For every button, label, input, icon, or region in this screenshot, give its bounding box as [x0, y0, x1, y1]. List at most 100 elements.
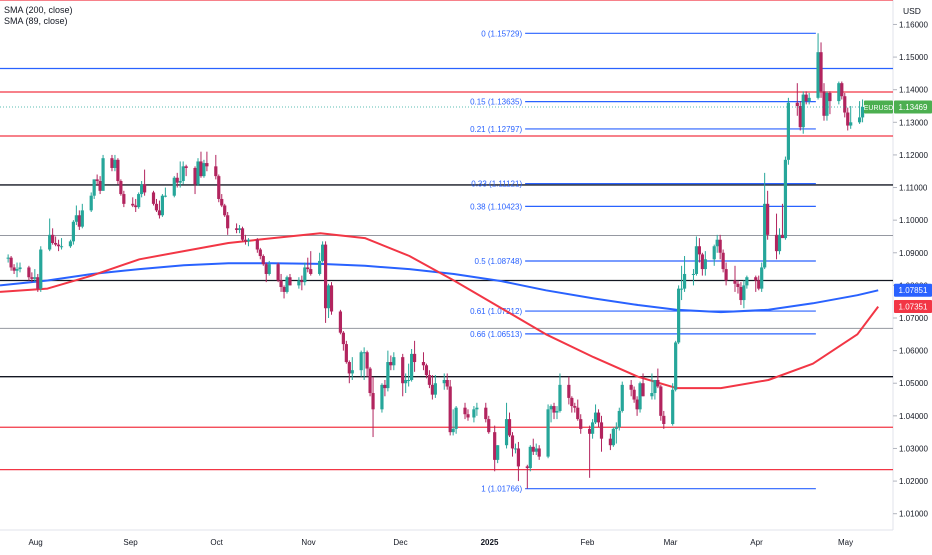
candle[interactable] — [712, 244, 716, 266]
candle[interactable] — [95, 174, 99, 186]
candle[interactable] — [267, 260, 271, 276]
candle[interactable] — [140, 181, 144, 198]
candle[interactable] — [365, 350, 369, 377]
candle[interactable] — [860, 99, 865, 123]
candle[interactable] — [143, 169, 147, 196]
candle[interactable] — [240, 226, 245, 242]
candle[interactable] — [341, 331, 345, 351]
currency-label[interactable]: USD — [903, 6, 921, 16]
candle[interactable] — [659, 384, 663, 421]
candle[interactable] — [549, 404, 553, 423]
candle[interactable] — [786, 97, 790, 165]
candle[interactable] — [816, 33, 820, 100]
candle[interactable] — [410, 348, 414, 382]
candle[interactable] — [113, 154, 117, 172]
candle[interactable] — [131, 197, 135, 208]
candle[interactable] — [321, 241, 325, 263]
candle[interactable] — [421, 352, 426, 371]
candle[interactable] — [736, 280, 740, 294]
candle[interactable] — [608, 433, 612, 451]
candle[interactable] — [309, 251, 313, 276]
candle[interactable] — [323, 241, 328, 323]
candle[interactable] — [56, 239, 61, 252]
candle[interactable] — [217, 174, 221, 203]
candle[interactable] — [638, 381, 642, 413]
candle[interactable] — [745, 275, 749, 289]
candle[interactable] — [214, 154, 218, 180]
candle[interactable] — [653, 379, 657, 400]
candle[interactable] — [36, 273, 40, 292]
candle[interactable] — [641, 373, 645, 397]
candle[interactable] — [380, 383, 384, 413]
candle[interactable] — [172, 176, 176, 198]
candle[interactable] — [629, 379, 633, 397]
candle[interactable] — [80, 203, 84, 229]
candle[interactable] — [59, 238, 64, 250]
candle[interactable] — [92, 179, 96, 199]
candle[interactable] — [181, 161, 185, 185]
candle[interactable] — [857, 101, 862, 124]
candle[interactable] — [116, 158, 120, 185]
candle[interactable] — [101, 154, 105, 191]
candle[interactable] — [825, 91, 829, 121]
candle[interactable] — [849, 106, 853, 129]
candle[interactable] — [552, 402, 556, 420]
candle[interactable] — [677, 285, 681, 345]
candle[interactable] — [137, 192, 141, 209]
candle[interactable] — [297, 277, 301, 289]
candle[interactable] — [68, 239, 73, 248]
candle[interactable] — [617, 407, 621, 431]
candle[interactable] — [656, 368, 660, 389]
candle[interactable] — [347, 360, 351, 384]
candle[interactable] — [555, 406, 559, 420]
candle[interactable] — [264, 262, 268, 283]
candle[interactable] — [599, 415, 604, 452]
candle[interactable] — [442, 373, 446, 390]
candle[interactable] — [783, 156, 788, 240]
candle[interactable] — [392, 352, 396, 371]
candle[interactable] — [279, 273, 283, 292]
candle[interactable] — [220, 194, 224, 208]
candle[interactable] — [368, 366, 372, 397]
candle[interactable] — [493, 425, 497, 472]
candle[interactable] — [424, 363, 429, 379]
candle[interactable] — [694, 236, 699, 276]
candle[interactable] — [484, 402, 488, 423]
candle[interactable] — [715, 234, 719, 253]
candle[interactable] — [202, 159, 206, 178]
candle[interactable] — [27, 265, 31, 281]
candle[interactable] — [51, 228, 55, 245]
candle[interactable] — [801, 91, 805, 134]
candle[interactable] — [588, 425, 592, 478]
candle[interactable] — [306, 257, 310, 273]
candle[interactable] — [760, 262, 764, 292]
candle[interactable] — [798, 101, 802, 131]
candle[interactable] — [697, 238, 701, 263]
candle[interactable] — [404, 373, 408, 394]
candle[interactable] — [329, 282, 334, 315]
candle[interactable] — [507, 412, 512, 438]
candle[interactable] — [682, 256, 687, 292]
candle[interactable] — [496, 445, 500, 464]
candle[interactable] — [196, 158, 200, 186]
candle[interactable] — [472, 406, 476, 423]
candle[interactable] — [199, 151, 203, 178]
candle[interactable] — [632, 386, 636, 403]
candle[interactable] — [451, 409, 455, 436]
candle[interactable] — [516, 441, 521, 482]
candle[interactable] — [513, 443, 518, 454]
candle[interactable] — [611, 427, 615, 447]
candle[interactable] — [837, 81, 841, 105]
candle[interactable] — [504, 402, 509, 449]
candle[interactable] — [846, 107, 850, 131]
candle[interactable] — [6, 254, 10, 263]
candle[interactable] — [184, 164, 188, 177]
candle[interactable] — [614, 422, 618, 444]
candle[interactable] — [721, 249, 725, 273]
candle[interactable] — [157, 200, 162, 219]
candles[interactable] — [6, 33, 865, 489]
candle[interactable] — [389, 355, 393, 371]
candle[interactable] — [739, 282, 743, 305]
candle[interactable] — [178, 161, 182, 188]
